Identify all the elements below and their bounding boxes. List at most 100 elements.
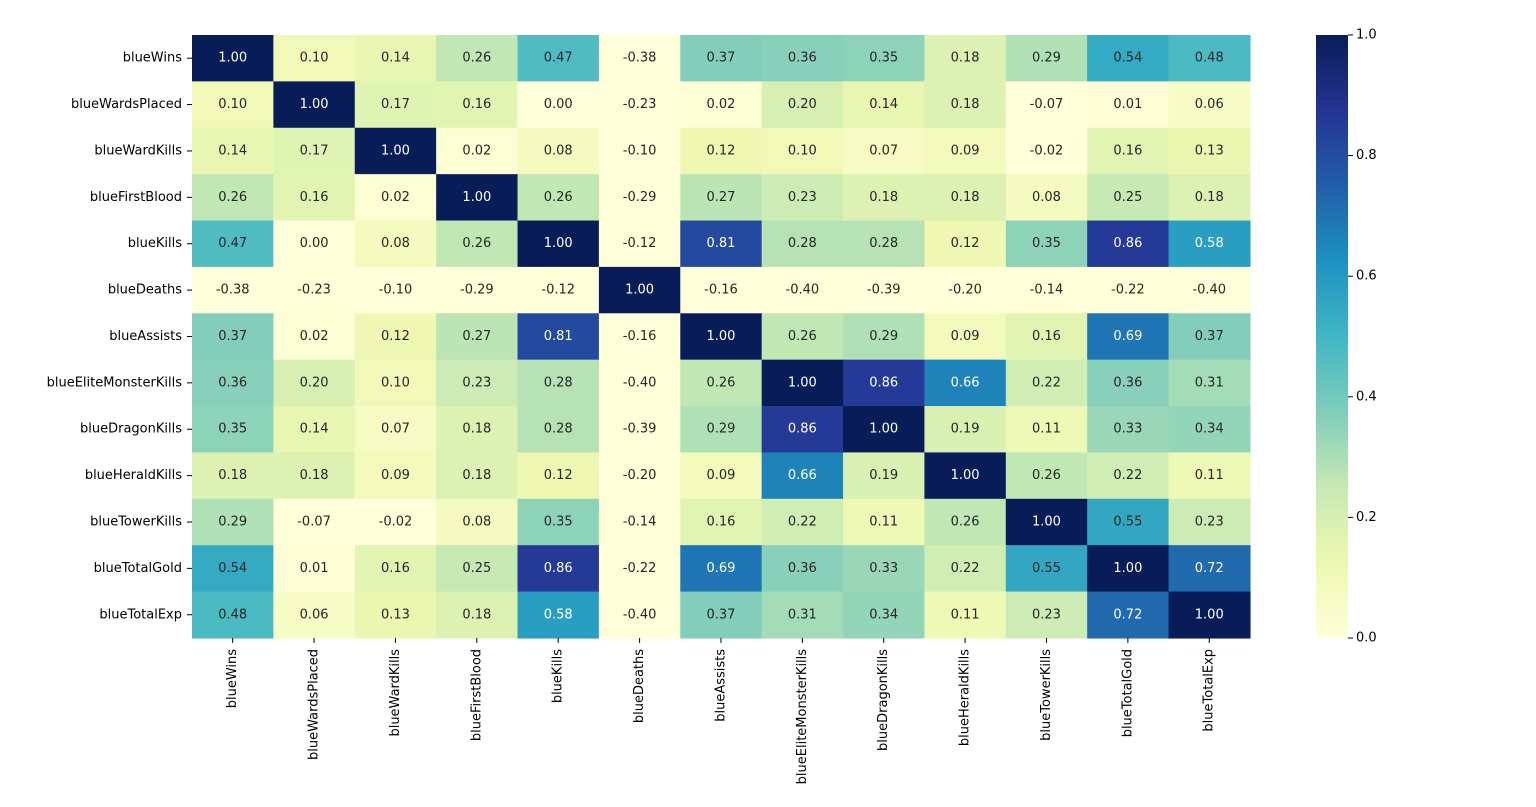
heatmap-cell bbox=[354, 313, 437, 361]
cell-value: 0.19 bbox=[869, 468, 898, 483]
heatmap-cell bbox=[598, 266, 681, 314]
heatmap-cell bbox=[924, 127, 1007, 175]
heatmap-cell bbox=[354, 498, 437, 546]
cell-value: 0.26 bbox=[462, 236, 491, 251]
cell-value: 0.86 bbox=[1113, 236, 1142, 251]
heatmap-cell bbox=[924, 220, 1007, 268]
y-tick-label: blueHeraldKills bbox=[85, 468, 182, 483]
cell-value: -0.22 bbox=[1111, 283, 1145, 298]
cell-value: -0.16 bbox=[623, 329, 657, 344]
heatmap-cell bbox=[761, 174, 844, 222]
cell-value: 0.31 bbox=[1195, 375, 1224, 390]
x-tick-label: blueHeraldKills bbox=[958, 649, 973, 746]
heatmap-cell bbox=[1005, 545, 1088, 593]
heatmap-cell bbox=[761, 406, 844, 454]
cell-value: -0.40 bbox=[623, 607, 657, 622]
cell-value: 0.37 bbox=[706, 607, 735, 622]
cell-value: 0.29 bbox=[706, 422, 735, 437]
cell-value: 0.09 bbox=[706, 468, 735, 483]
cell-value: 0.22 bbox=[1113, 468, 1142, 483]
y-tick-label: blueEliteMonsterKills bbox=[47, 375, 183, 390]
heatmap-cell bbox=[517, 81, 600, 129]
heatmap-cell bbox=[517, 266, 600, 314]
cell-value: 0.35 bbox=[1032, 236, 1061, 251]
heatmap-cell bbox=[273, 174, 356, 222]
heatmap-cell bbox=[843, 81, 926, 129]
cell-value: 0.66 bbox=[788, 468, 817, 483]
cell-value: -0.16 bbox=[704, 283, 738, 298]
heatmap-cell bbox=[924, 174, 1007, 222]
heatmap-cell bbox=[1005, 220, 1088, 268]
x-tick-label: blueFirstBlood bbox=[469, 649, 484, 741]
heatmap-cell bbox=[354, 452, 437, 500]
cell-value: -0.10 bbox=[379, 283, 413, 298]
cell-value: 0.58 bbox=[1195, 236, 1224, 251]
cell-value: 0.35 bbox=[869, 51, 898, 66]
cell-value: 0.16 bbox=[1032, 329, 1061, 344]
cell-value: 0.37 bbox=[218, 329, 247, 344]
cell-value: 1.00 bbox=[381, 143, 410, 158]
cell-value: 0.14 bbox=[300, 422, 329, 437]
cell-value: 0.10 bbox=[381, 375, 410, 390]
cell-value: 0.09 bbox=[951, 143, 980, 158]
heatmap-cell bbox=[761, 35, 844, 82]
heatmap-cell bbox=[1005, 359, 1088, 407]
heatmap-cell bbox=[598, 220, 681, 268]
heatmap-cell bbox=[598, 406, 681, 454]
y-tick-label: blueDeaths bbox=[108, 283, 182, 298]
heatmap-cell bbox=[680, 220, 763, 268]
cell-value: 0.19 bbox=[951, 422, 980, 437]
cell-value: 0.09 bbox=[951, 329, 980, 344]
cell-value: 1.00 bbox=[1195, 607, 1224, 622]
heatmap-cell bbox=[1087, 591, 1170, 639]
cell-value: 1.00 bbox=[706, 329, 735, 344]
heatmap-cell bbox=[924, 591, 1007, 639]
heatmap-cell bbox=[924, 81, 1007, 129]
cell-value: 0.14 bbox=[869, 97, 898, 112]
heatmap-cell bbox=[680, 81, 763, 129]
heatmap-cell bbox=[1005, 35, 1088, 82]
heatmap-cell bbox=[273, 498, 356, 546]
y-tick-label: blueWins bbox=[123, 51, 183, 66]
cell-value: 0.34 bbox=[1195, 422, 1224, 437]
cell-value: 0.36 bbox=[218, 375, 247, 390]
heatmap-cell bbox=[1087, 266, 1170, 314]
cell-value: 0.20 bbox=[300, 375, 329, 390]
cell-value: 0.33 bbox=[869, 561, 898, 576]
heatmap-cell bbox=[354, 220, 437, 268]
heatmap-cell bbox=[1087, 127, 1170, 175]
heatmap-cell bbox=[354, 266, 437, 314]
heatmap-cell bbox=[761, 266, 844, 314]
heatmap-cell bbox=[1005, 498, 1088, 546]
cell-value: 0.22 bbox=[1032, 375, 1061, 390]
heatmap-cell bbox=[436, 127, 519, 175]
cell-value: 0.18 bbox=[462, 422, 491, 437]
cell-value: 0.02 bbox=[381, 190, 410, 205]
x-tick-label: blueKills bbox=[551, 649, 566, 703]
heatmap-cell bbox=[517, 545, 600, 593]
x-axis-tick-labels: blueWins blueWardsPlaced blueWardKills blue… bbox=[225, 637, 1217, 785]
heatmap-cell bbox=[192, 452, 274, 500]
heatmap-cell bbox=[1168, 545, 1251, 593]
heatmap-cell bbox=[924, 406, 1007, 454]
heatmap-cell bbox=[598, 359, 681, 407]
heatmap-cell bbox=[436, 498, 519, 546]
y-tick-label: blueTowerKills bbox=[90, 514, 182, 529]
cell-value: 0.26 bbox=[462, 51, 491, 66]
cell-value: 0.81 bbox=[544, 329, 573, 344]
cell-value: 0.10 bbox=[300, 51, 329, 66]
heatmap-cell bbox=[273, 81, 356, 129]
heatmap-cell bbox=[1005, 127, 1088, 175]
cell-value: -0.14 bbox=[1030, 283, 1064, 298]
cell-value: 0.12 bbox=[951, 236, 980, 251]
cell-value: 1.00 bbox=[1113, 561, 1142, 576]
heatmap-cell bbox=[924, 313, 1007, 361]
heatmap-cell bbox=[192, 220, 274, 268]
cell-value: 0.28 bbox=[869, 236, 898, 251]
cell-value: 0.00 bbox=[544, 97, 573, 112]
cell-value: 1.00 bbox=[788, 375, 817, 390]
heatmap-cell bbox=[761, 545, 844, 593]
heatmap-cell bbox=[436, 591, 519, 639]
heatmap-cell bbox=[680, 406, 763, 454]
x-tick-label: blueEliteMonsterKills bbox=[795, 649, 810, 785]
